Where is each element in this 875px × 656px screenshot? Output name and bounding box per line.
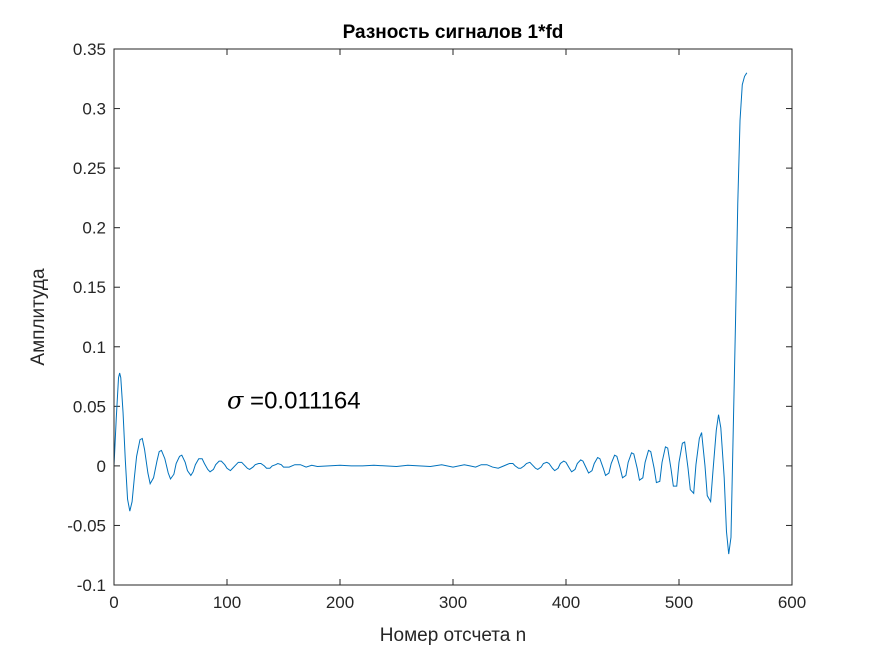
y-tick-label: 0.35 xyxy=(73,40,106,59)
x-tick-label: 0 xyxy=(109,593,118,612)
y-tick-label: 0.2 xyxy=(82,219,106,238)
sigma-symbol: σ xyxy=(227,386,244,414)
x-tick-label: 600 xyxy=(778,593,806,612)
sigma-annotation: σ =0.011164 xyxy=(227,386,361,414)
y-tick-label: -0.1 xyxy=(77,576,106,595)
y-tick-label: 0 xyxy=(97,457,106,476)
y-tick-label: -0.05 xyxy=(67,516,106,535)
x-tick-label: 200 xyxy=(326,593,354,612)
x-tick-label: 400 xyxy=(552,593,580,612)
y-tick-label: 0.1 xyxy=(82,338,106,357)
x-tick-label: 500 xyxy=(665,593,693,612)
ticks xyxy=(113,48,793,586)
plot-box xyxy=(113,48,793,586)
y-tick-label: 0.25 xyxy=(73,159,106,178)
x-tick-label: 300 xyxy=(439,593,467,612)
y-tick-label: 0.15 xyxy=(73,278,106,297)
tick-labels: 0 100 200 300 400 500 600 -0.1 -0.05 0 0.05 0.1 0.15… xyxy=(67,40,806,612)
series-line xyxy=(113,72,748,555)
y-tick-label: 0.05 xyxy=(73,397,106,416)
x-axis-label: Номер отсчета n xyxy=(380,625,526,646)
x-tick-label: 100 xyxy=(213,593,241,612)
chart-title: Разность сигналов 1*fd xyxy=(343,22,564,43)
y-axis-label: Амплитуда xyxy=(28,268,49,366)
sigma-value: =0.011164 xyxy=(243,387,360,414)
y-tick-label: 0.3 xyxy=(82,100,106,119)
